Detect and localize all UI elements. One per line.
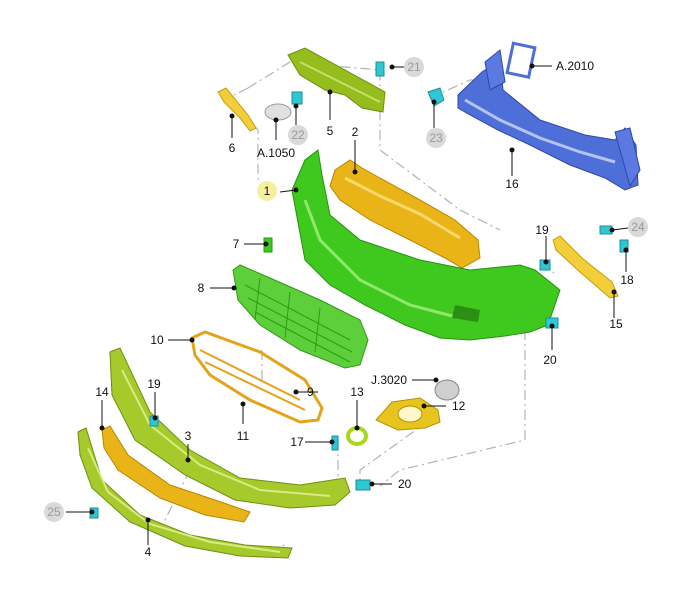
callout-7: 7 <box>233 237 240 251</box>
callout-3: 3 <box>185 429 192 443</box>
callout-1: 1 <box>264 184 271 198</box>
callout-20-right: 20 <box>543 353 557 367</box>
callout-a1050: A.1050 <box>257 146 295 160</box>
callout-a2010: A.2010 <box>556 59 594 73</box>
callout-badge-21 <box>404 57 424 77</box>
callout-20-lower: 20 <box>398 477 412 491</box>
leader-lines <box>66 65 629 545</box>
grille-frame-part <box>190 330 324 424</box>
leader-dots <box>89 63 629 523</box>
lower-trim-strip-part <box>101 425 251 523</box>
callout-11: 11 <box>237 429 250 443</box>
callout-19-left: 19 <box>147 377 161 391</box>
callout-badge-23 <box>426 128 446 148</box>
lower-frame-part <box>109 347 351 509</box>
callout-9: 9 <box>307 385 314 399</box>
callout-badge-24 <box>628 217 648 237</box>
energy-absorber-part <box>329 159 481 269</box>
callout-25: 25 <box>47 505 61 519</box>
cap-part-a1050 <box>264 103 292 121</box>
callout-j3020: J.3020 <box>371 373 407 387</box>
callout-15: 15 <box>609 317 623 331</box>
upper-frame-part <box>287 47 386 113</box>
bracket-part-6 <box>217 87 257 132</box>
callout-16: 16 <box>505 177 519 191</box>
fog-lamp-part-j3020 <box>434 379 460 401</box>
side-bracket-part-15 <box>552 235 619 299</box>
callout-13: 13 <box>350 385 364 399</box>
impact-beam-part <box>457 41 641 191</box>
callout-19-right: 19 <box>535 223 549 237</box>
callout-badge-22 <box>288 125 308 145</box>
callout-badge-25 <box>44 502 64 522</box>
callout-badge-1 <box>257 181 277 201</box>
callout-22: 22 <box>291 128 305 142</box>
callout-4: 4 <box>145 545 152 559</box>
bumper-cover-part <box>291 149 561 341</box>
callout-12: 12 <box>452 399 466 413</box>
callout-23: 23 <box>429 131 443 145</box>
callout-6: 6 <box>229 141 236 155</box>
callout-24: 24 <box>631 220 645 234</box>
callout-14: 14 <box>95 385 109 399</box>
callout-18: 18 <box>620 273 634 287</box>
callout-8: 8 <box>198 281 205 295</box>
callout-17: 17 <box>290 435 304 449</box>
callout-2: 2 <box>352 125 359 139</box>
callout-10: 10 <box>150 333 164 347</box>
grille-part <box>232 264 369 369</box>
lower-lip-part <box>77 427 293 559</box>
callout-5: 5 <box>327 124 334 138</box>
callout-21: 21 <box>407 60 421 74</box>
